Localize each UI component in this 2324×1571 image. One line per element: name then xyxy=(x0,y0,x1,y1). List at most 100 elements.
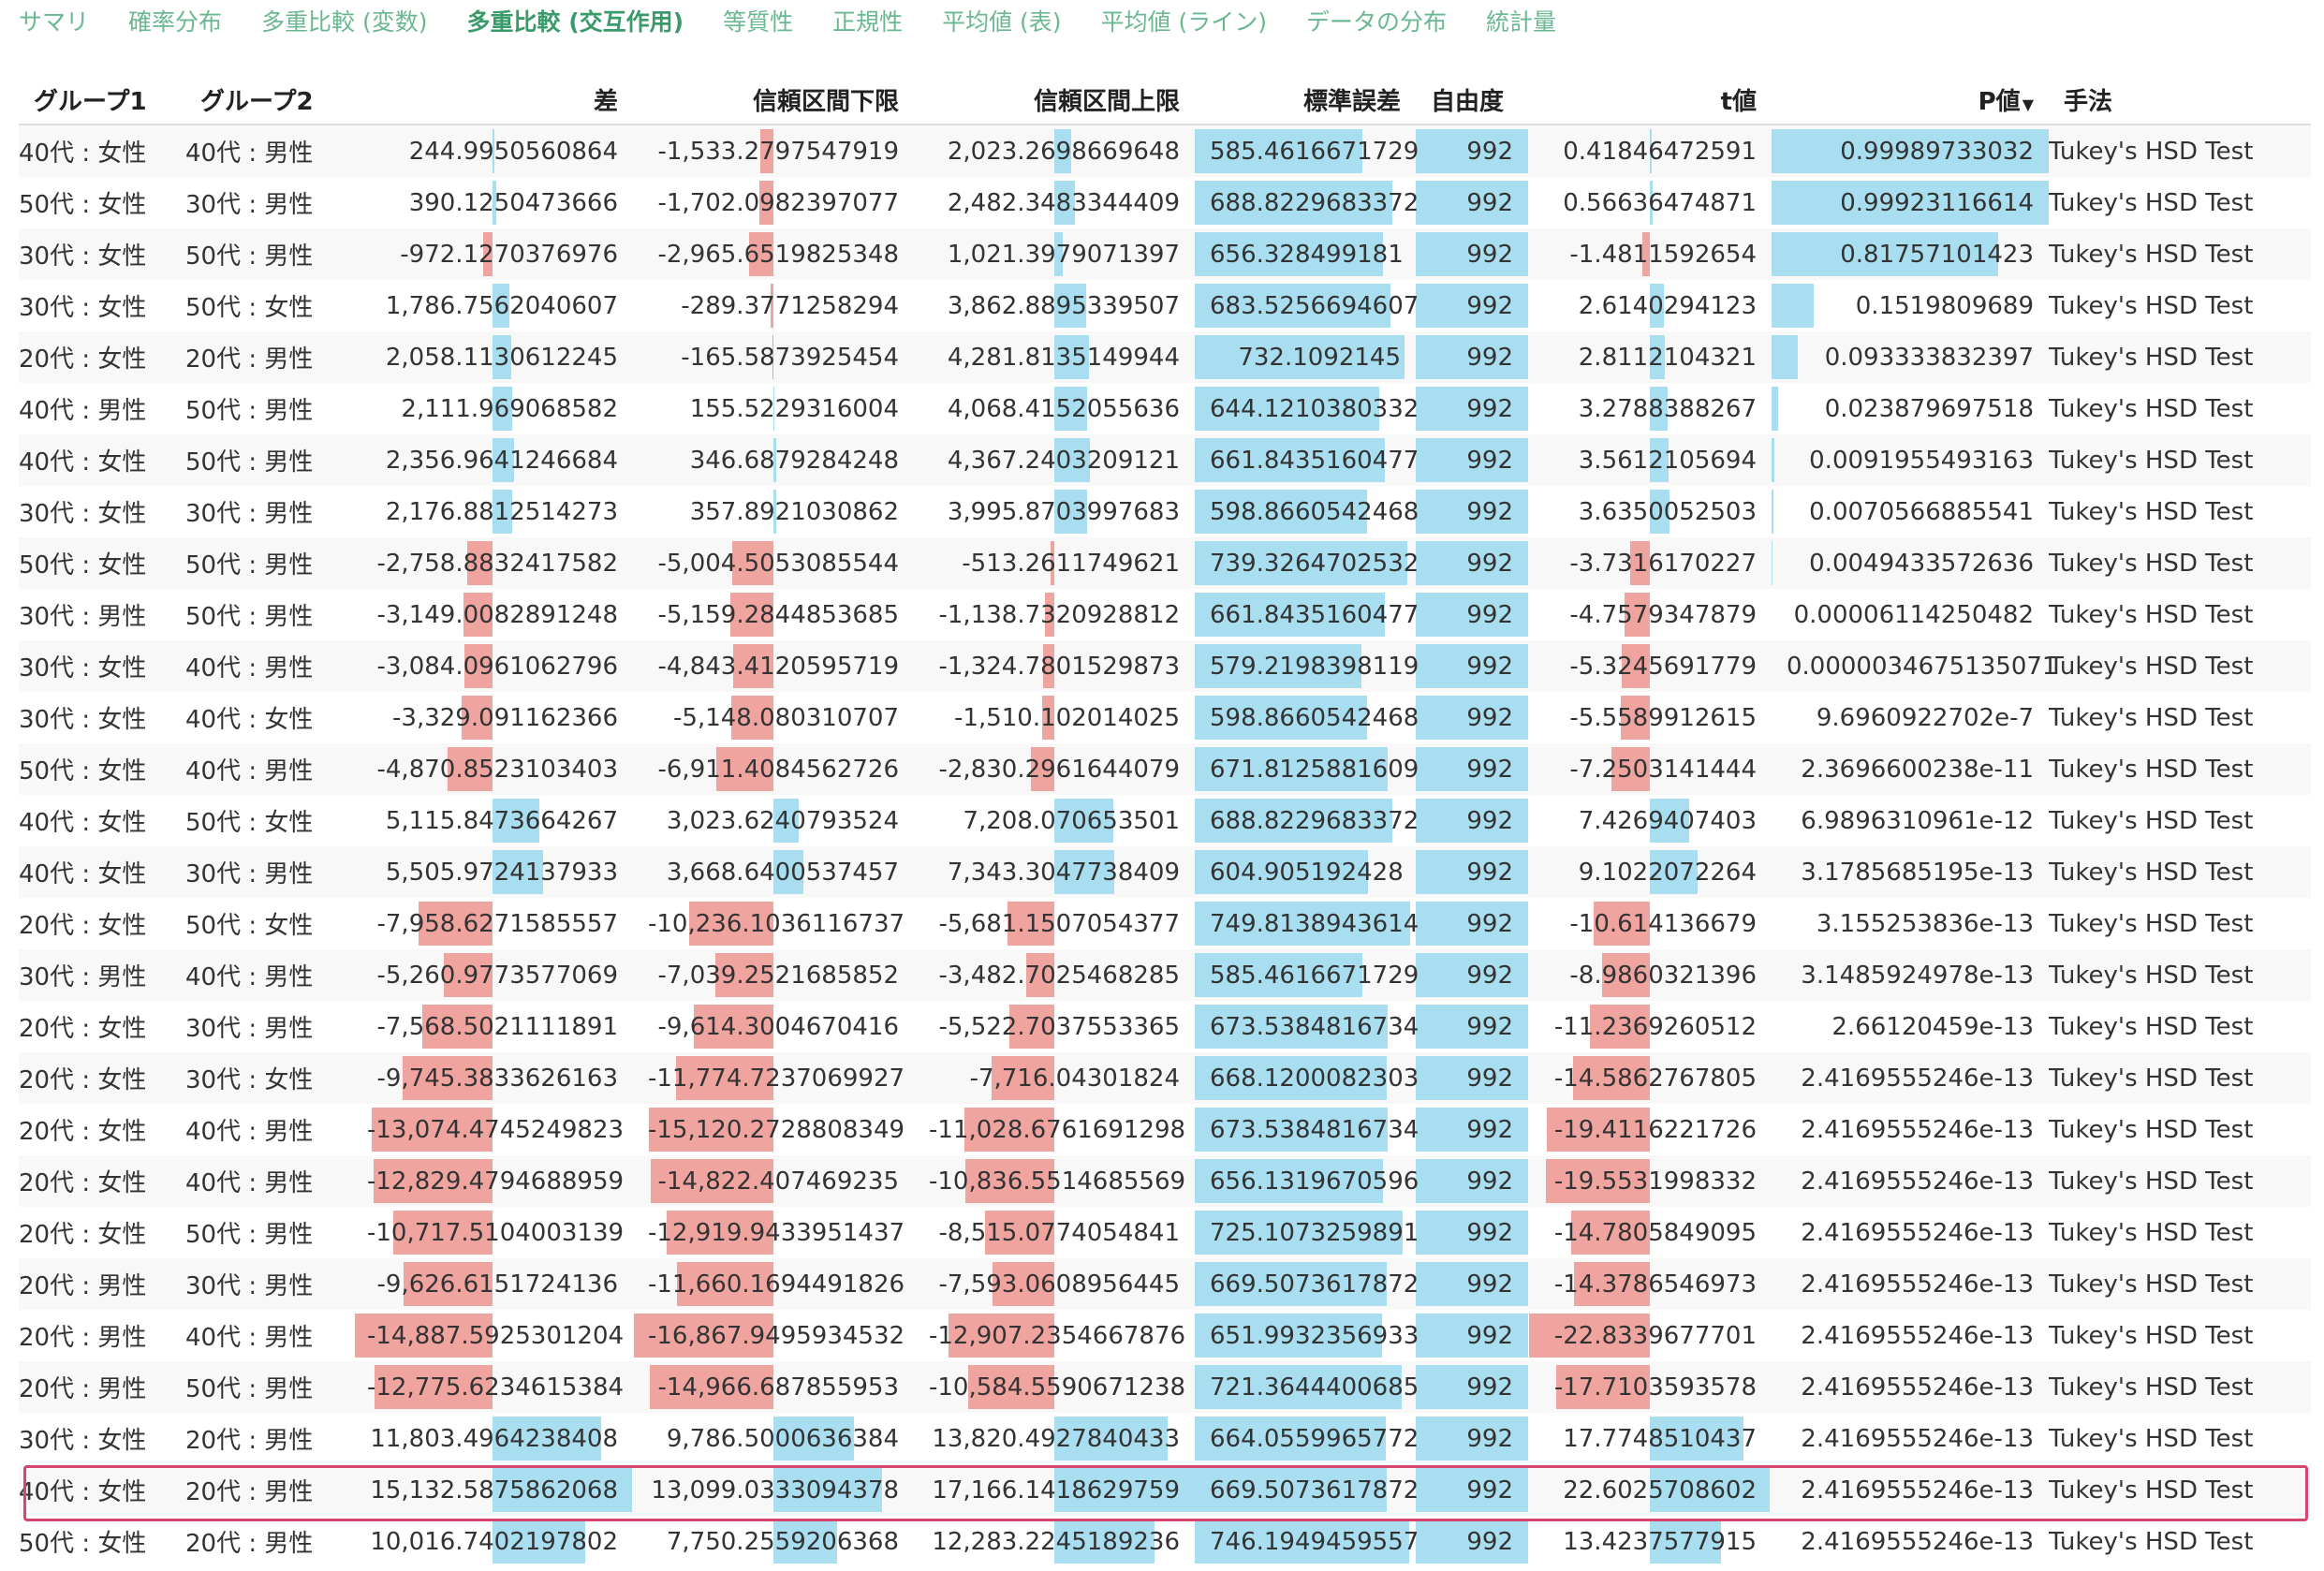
header-diff[interactable]: 差 xyxy=(352,75,633,125)
table-row[interactable]: 20代 : 女性 40代 : 男性 -13,074.4745249823 -15,12… xyxy=(19,1104,2311,1155)
cell-group2: 40代 : 男性 xyxy=(185,1155,352,1207)
tab-0[interactable]: サマリ xyxy=(19,8,90,36)
cell-p-value-bar xyxy=(1772,438,1774,482)
header-p-value[interactable]: P値 ▼ xyxy=(1772,75,2049,125)
tab-6[interactable]: 平均値 (表) xyxy=(942,8,1062,36)
table-row[interactable]: 40代 : 女性 30代 : 男性 5,505.9724137933 3,668.64… xyxy=(19,846,2311,898)
cell-group1: 20代 : 女性 xyxy=(19,331,185,383)
tab-3[interactable]: 多重比較 (交互作用) xyxy=(466,8,684,36)
table-row[interactable]: 30代 : 女性 30代 : 男性 2,176.8812514273 357.8921… xyxy=(19,486,2311,537)
table-row[interactable]: 50代 : 女性 30代 : 男性 390.1250473666 -1,702.098… xyxy=(19,177,2311,228)
table-row[interactable]: 50代 : 女性 20代 : 男性 10,016.7402197802 7,750.2… xyxy=(19,1516,2311,1567)
table-row[interactable]: 50代 : 女性 50代 : 男性 -2,758.8832417582 -5,004.… xyxy=(19,537,2311,589)
cell-df-value: 992 xyxy=(1466,1012,1513,1041)
table-row[interactable]: 20代 : 女性 30代 : 女性 -9,745.3833626163 -11,774… xyxy=(19,1052,2311,1104)
cell-df: 992 xyxy=(1416,1464,1528,1516)
cell-upper-ci-bar xyxy=(1045,593,1054,637)
cell-df: 992 xyxy=(1416,898,1528,949)
cell-t-value-bar xyxy=(1620,696,1650,740)
cell-df: 992 xyxy=(1416,589,1528,640)
tab-1[interactable]: 確率分布 xyxy=(128,8,223,36)
cell-diff: -3,329.091162366 xyxy=(352,692,633,743)
cell-t-value-value: -17.7103593578 xyxy=(1553,1373,1757,1402)
tab-4[interactable]: 等質性 xyxy=(723,8,794,36)
table-row[interactable]: 20代 : 女性 50代 : 女性 -7,958.6271585557 -10,236… xyxy=(19,898,2311,949)
cell-group2: 50代 : 男性 xyxy=(185,589,352,640)
table-row[interactable]: 20代 : 女性 50代 : 男性 -10,717.5104003139 -12,91… xyxy=(19,1207,2311,1258)
cell-std-error-bar xyxy=(1195,799,1393,843)
header-method[interactable]: 手法 xyxy=(2049,75,2311,125)
cell-diff-value: 2,058.1130612245 xyxy=(385,343,618,372)
cell-t-value-value: 7.4269407403 xyxy=(1578,806,1757,835)
cell-t-value-bar xyxy=(1650,1417,1744,1461)
table-row[interactable]: 40代 : 女性 50代 : 女性 5,115.8473664267 3,023.62… xyxy=(19,795,2311,846)
table-row[interactable]: 40代 : 女性 20代 : 男性 15,132.5875862068 13,099.… xyxy=(19,1464,2311,1516)
cell-group1: 30代 : 女性 xyxy=(19,228,185,280)
table-row[interactable]: 40代 : 男性 50代 : 男性 2,111.969068582 155.52293… xyxy=(19,383,2311,434)
header-t-value[interactable]: t値 xyxy=(1528,75,1772,125)
cell-upper-ci: -1,324.7801529873 xyxy=(914,640,1195,692)
tab-9[interactable]: 統計量 xyxy=(1486,8,1557,36)
cell-std-error-bar xyxy=(1195,1108,1389,1152)
table-row[interactable]: 20代 : 男性 30代 : 男性 -9,626.6151724136 -11,660… xyxy=(19,1258,2311,1310)
cell-t-value-bar xyxy=(1650,387,1668,431)
cell-group1: 40代 : 女性 xyxy=(19,1464,185,1516)
cell-df-value: 992 xyxy=(1466,394,1513,423)
table-row[interactable]: 30代 : 女性 40代 : 女性 -3,329.091162366 -5,148.0… xyxy=(19,692,2311,743)
table-row[interactable]: 20代 : 女性 40代 : 男性 -12,829.4794688959 -14,82… xyxy=(19,1155,2311,1207)
cell-upper-ci: -1,138.7320928812 xyxy=(914,589,1195,640)
tab-7[interactable]: 平均値 (ライン) xyxy=(1100,8,1268,36)
cell-diff-value: 5,115.8473664267 xyxy=(385,806,618,835)
table-row[interactable]: 20代 : 女性 30代 : 男性 -7,568.5021111891 -9,614.… xyxy=(19,1001,2311,1052)
table-row[interactable]: 20代 : 女性 20代 : 男性 2,058.1130612245 -165.587… xyxy=(19,331,2311,383)
cell-std-error-value: 721.3644400685 xyxy=(1210,1373,1419,1402)
table-row[interactable]: 40代 : 女性 50代 : 男性 2,356.9641246684 346.6879… xyxy=(19,434,2311,486)
cell-t-value-value: 2.8112104321 xyxy=(1578,343,1757,372)
cell-diff-value: -10,717.5104003139 xyxy=(367,1218,625,1247)
table-row[interactable]: 30代 : 女性 40代 : 男性 -3,084.0961062796 -4,843.… xyxy=(19,640,2311,692)
cell-method: Tukey's HSD Test xyxy=(2049,743,2311,795)
cell-p-value: 0.093333832397 xyxy=(1772,331,2049,383)
table-row[interactable]: 50代 : 女性 40代 : 男性 -4,870.8523103403 -6,911.… xyxy=(19,743,2311,795)
tab-2[interactable]: 多重比較 (変数) xyxy=(261,8,428,36)
tab-5[interactable]: 正規性 xyxy=(832,8,904,36)
header-upper-ci[interactable]: 信頼区間上限 xyxy=(914,75,1195,125)
table-row[interactable]: 20代 : 男性 50代 : 男性 -12,775.6234615384 -14,96… xyxy=(19,1361,2311,1413)
header-group2[interactable]: グループ2 xyxy=(185,75,352,125)
table-row[interactable]: 20代 : 男性 40代 : 男性 -14,887.5925301204 -16,86… xyxy=(19,1310,2311,1361)
table-row[interactable]: 30代 : 女性 20代 : 男性 11,803.4964238408 9,786.5… xyxy=(19,1413,2311,1464)
cell-upper-ci-value: -10,836.5514685569 xyxy=(929,1167,1186,1196)
header-lower-ci[interactable]: 信頼区間下限 xyxy=(633,75,914,125)
cell-lower-ci-bar xyxy=(677,1262,773,1306)
table-row[interactable]: 40代 : 女性 40代 : 男性 244.9950560864 -1,533.279… xyxy=(19,125,2311,177)
cell-upper-ci-bar xyxy=(1054,181,1075,225)
cell-p-value-value: 0.0091955493163 xyxy=(1809,446,2034,475)
table-row[interactable]: 30代 : 男性 40代 : 男性 -5,260.9773577069 -7,039.… xyxy=(19,949,2311,1001)
cell-upper-ci: 2,023.2698669648 xyxy=(914,125,1195,177)
cell-upper-ci-value: -3,482.7025468285 xyxy=(938,961,1181,990)
cell-lower-ci: -14,966.687855953 xyxy=(633,1361,914,1413)
cell-method: Tukey's HSD Test xyxy=(2049,228,2311,280)
cell-p-value: 2.4169555246e-13 xyxy=(1772,1155,2049,1207)
cell-p-value: 0.00006114250482 xyxy=(1772,589,2049,640)
cell-df-bar xyxy=(1416,696,1528,740)
cell-df-value: 992 xyxy=(1466,240,1513,269)
header-df[interactable]: 自由度 xyxy=(1416,75,1528,125)
cell-upper-ci: 17,166.1418629759 xyxy=(914,1464,1195,1516)
tab-8[interactable]: データの分布 xyxy=(1306,8,1448,36)
cell-std-error: 671.8125881609 xyxy=(1195,743,1419,795)
cell-p-value-value: 0.023879697518 xyxy=(1824,394,2034,423)
cell-diff: 2,356.9641246684 xyxy=(352,434,633,486)
cell-p-value-bar xyxy=(1772,129,2049,173)
header-std-error[interactable]: 標準誤差 xyxy=(1195,75,1416,125)
cell-lower-ci-bar xyxy=(714,953,773,997)
header-group1[interactable]: グループ1 xyxy=(19,75,185,125)
cell-std-error: 688.8229683372 xyxy=(1195,795,1419,846)
table-row[interactable]: 30代 : 女性 50代 : 男性 -972.1270376976 -2,965.65… xyxy=(19,228,2311,280)
table-row[interactable]: 30代 : 女性 50代 : 女性 1,786.7562040607 -289.377… xyxy=(19,280,2311,331)
table-row[interactable]: 30代 : 男性 50代 : 男性 -3,149.0082891248 -5,159.… xyxy=(19,589,2311,640)
cell-p-value-bar xyxy=(1772,181,2049,225)
cell-std-error-value: 669.5073617872 xyxy=(1210,1270,1419,1299)
cell-group2: 50代 : 女性 xyxy=(185,898,352,949)
cell-t-value-bar xyxy=(1650,490,1669,534)
